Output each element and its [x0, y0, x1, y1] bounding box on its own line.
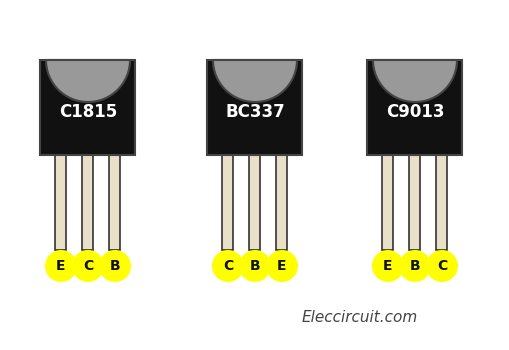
Bar	[410, 151, 420, 250]
Wedge shape	[213, 60, 297, 102]
Text: E: E	[383, 259, 393, 273]
Text: C1815: C1815	[59, 103, 117, 121]
Bar	[437, 151, 447, 250]
Bar	[276, 151, 288, 250]
Bar	[82, 151, 94, 250]
Bar	[367, 60, 463, 155]
Text: E: E	[56, 259, 66, 273]
Bar	[109, 151, 121, 250]
Text: Eleccircuit.com: Eleccircuit.com	[302, 310, 418, 326]
Text: B: B	[250, 259, 260, 273]
Circle shape	[45, 250, 77, 282]
Text: C: C	[223, 259, 233, 273]
Circle shape	[212, 250, 244, 282]
Text: C9013: C9013	[386, 103, 444, 121]
Bar	[222, 151, 234, 250]
Bar	[208, 60, 302, 155]
Bar	[55, 151, 67, 250]
Circle shape	[72, 250, 104, 282]
Wedge shape	[46, 60, 130, 102]
Text: B: B	[410, 259, 420, 273]
Bar	[382, 151, 393, 250]
Circle shape	[99, 250, 131, 282]
Bar	[41, 60, 135, 155]
Circle shape	[399, 250, 431, 282]
Text: C: C	[437, 259, 447, 273]
Text: E: E	[277, 259, 287, 273]
Text: B: B	[109, 259, 120, 273]
Bar	[249, 151, 261, 250]
Circle shape	[372, 250, 404, 282]
Wedge shape	[373, 60, 457, 102]
Circle shape	[266, 250, 298, 282]
Circle shape	[239, 250, 271, 282]
Text: BC337: BC337	[225, 103, 285, 121]
Text: C: C	[83, 259, 93, 273]
Circle shape	[426, 250, 458, 282]
